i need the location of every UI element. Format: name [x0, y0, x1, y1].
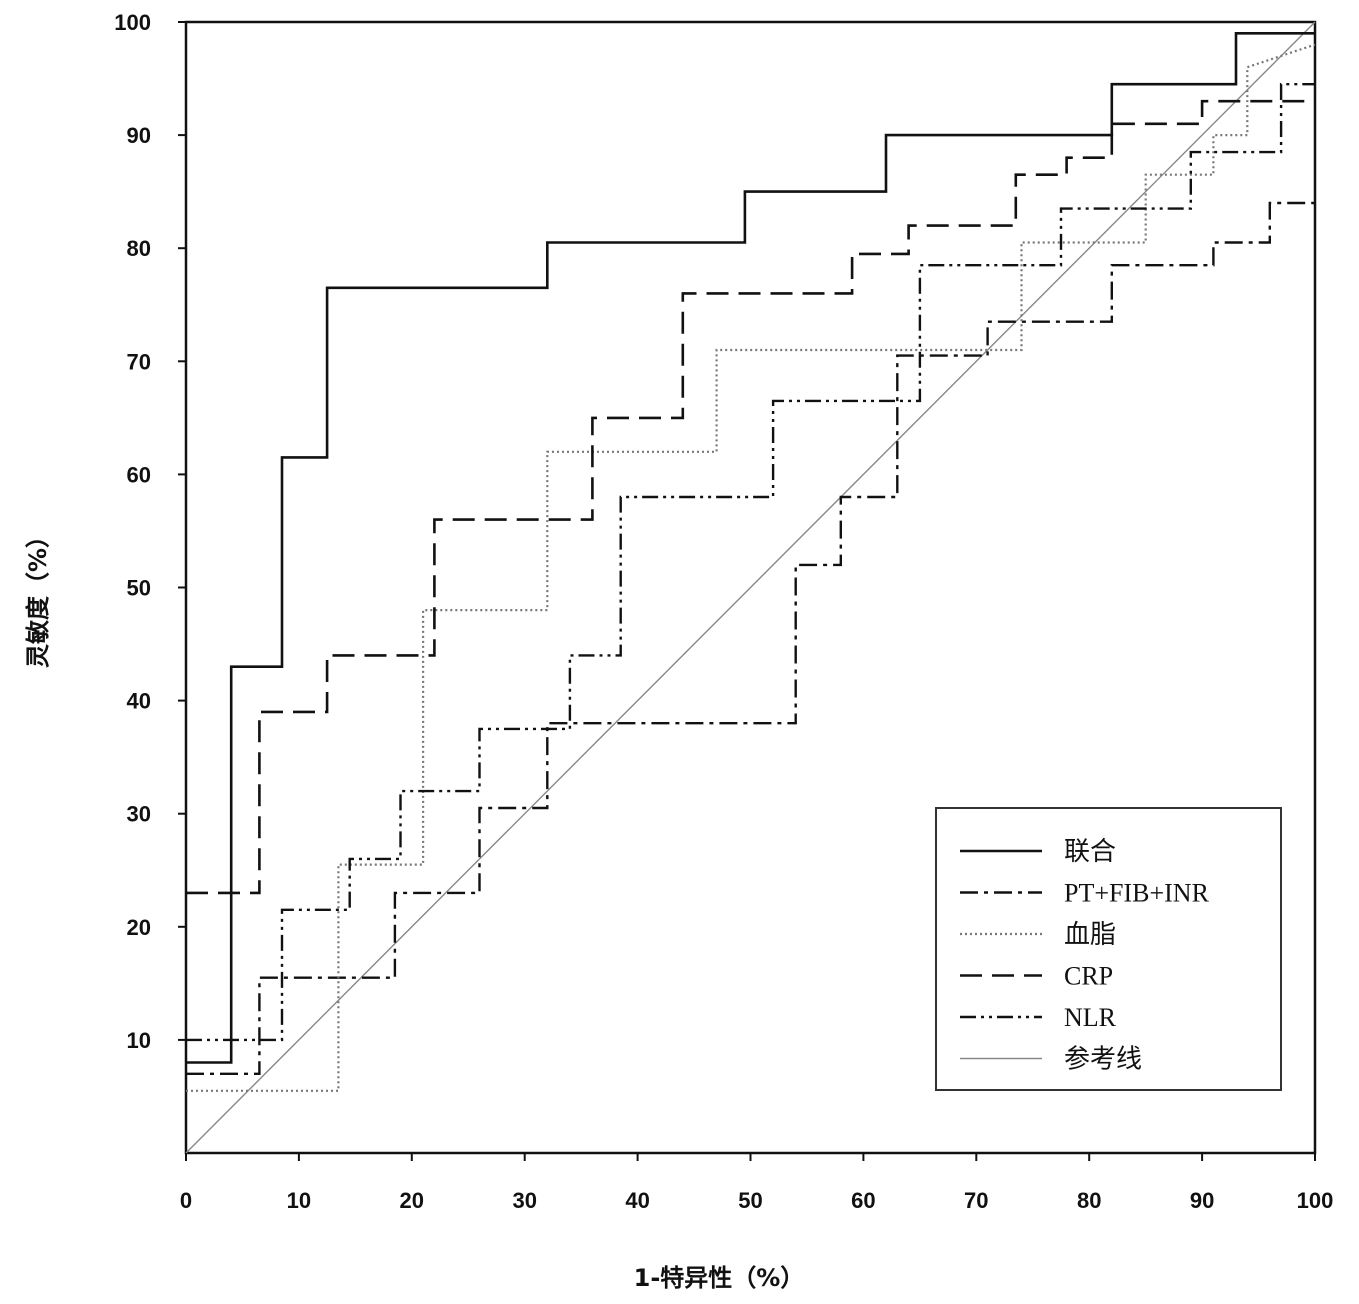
y-tick-label: 30	[127, 802, 151, 827]
legend-label: NLR	[1064, 1003, 1117, 1032]
legend-box	[935, 807, 1282, 1091]
y-tick-label: 60	[127, 462, 151, 487]
x-tick-label: 50	[738, 1188, 762, 1213]
legend-label: 联合	[1064, 837, 1116, 866]
x-tick-label: 30	[512, 1188, 536, 1213]
x-tick-label: 90	[1190, 1188, 1214, 1213]
legend-label: 血脂	[1064, 920, 1116, 949]
x-tick-label: 60	[851, 1188, 875, 1213]
y-axis-title: 灵敏度（%）	[24, 524, 52, 668]
series-line-dashdotdot	[186, 82, 1315, 1042]
series-line-reference	[185, 21, 1316, 1154]
x-tick-label: 100	[1297, 1188, 1334, 1213]
x-tick-label: 70	[964, 1188, 988, 1213]
x-axis-ticks: 0 10 20 30 40 50 60 70 80 90 100	[180, 1153, 1333, 1213]
legend-label: PT+FIB+INR	[1064, 879, 1210, 908]
y-tick-label: 10	[127, 1028, 151, 1053]
y-tick-label: 20	[127, 915, 151, 940]
x-tick-label: 0	[180, 1188, 192, 1213]
series-line-solid	[186, 31, 1315, 1064]
y-tick-label: 90	[127, 123, 151, 148]
y-tick-label: 100	[114, 10, 151, 35]
x-axis-title: 1-特异性（%）	[634, 1264, 805, 1292]
y-tick-label: 40	[127, 689, 151, 714]
y-tick-label: 80	[127, 236, 151, 261]
legend-label: CRP	[1064, 962, 1113, 991]
series-line-dashdot	[186, 201, 1315, 1076]
x-tick-label: 20	[400, 1188, 424, 1213]
y-tick-label: 70	[127, 349, 151, 374]
x-tick-label: 40	[625, 1188, 649, 1213]
x-tick-label: 80	[1077, 1188, 1101, 1213]
legend-label: 参考线	[1064, 1045, 1142, 1074]
legend: 联合 PT+FIB+INR 血脂 CRP NLR 参考线	[935, 807, 1282, 1091]
x-tick-label: 10	[287, 1188, 311, 1213]
series-layer	[185, 21, 1316, 1154]
y-axis-ticks: 10 20 30 40 50 60 70 80 90 100	[114, 10, 186, 1053]
series-line-dashed	[186, 99, 1315, 895]
y-tick-label: 50	[127, 576, 151, 601]
